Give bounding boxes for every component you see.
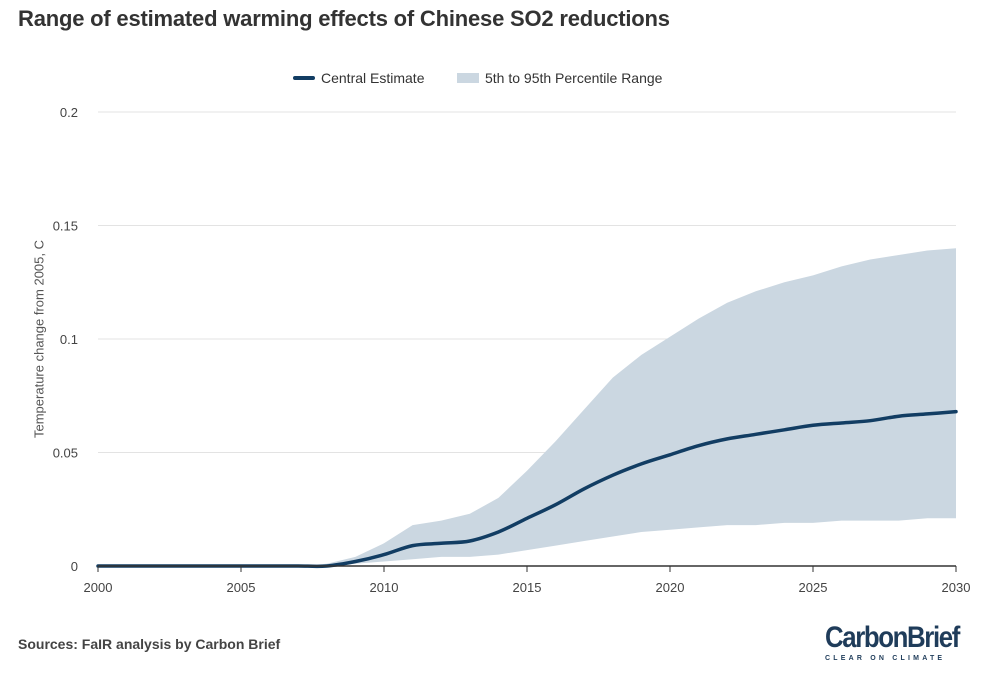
y-tick-label: 0.15: [53, 219, 78, 234]
y-tick-label: 0.05: [53, 446, 78, 461]
x-tick-label: 2030: [942, 580, 971, 595]
x-tick-label: 2015: [513, 580, 542, 595]
source-note: Sources: FaIR analysis by Carbon Brief: [18, 636, 281, 652]
x-tick-label: 2000: [84, 580, 113, 595]
legend-item-central: Central Estimate: [293, 70, 424, 86]
legend: Central Estimate 5th to 95th Percentile …: [0, 70, 989, 90]
carbon-brief-logo: CarbonBrief CLEAR ON CLIMATE: [825, 621, 973, 663]
legend-swatch-central: [293, 76, 315, 80]
x-tick-label: 2025: [799, 580, 828, 595]
chart-title: Range of estimated warming effects of Ch…: [18, 6, 670, 31]
y-tick-label: 0.2: [60, 105, 78, 120]
logo-wordmark: CarbonBrief: [825, 621, 960, 654]
x-tick-label: 2010: [370, 580, 399, 595]
legend-label-range: 5th to 95th Percentile Range: [485, 70, 663, 86]
legend-swatch-range: [457, 73, 479, 83]
logo-tagline: CLEAR ON CLIMATE: [825, 655, 946, 662]
legend-item-range: 5th to 95th Percentile Range: [457, 70, 662, 86]
percentile-range-band: [98, 248, 956, 566]
y-tick-label: 0: [71, 559, 78, 574]
legend-label-central: Central Estimate: [321, 70, 425, 86]
x-tick-label: 2020: [656, 580, 685, 595]
y-axis-label: Temperature change from 2005, C: [31, 240, 47, 438]
y-tick-label: 0.1: [60, 332, 78, 347]
x-tick-label: 2005: [227, 580, 256, 595]
